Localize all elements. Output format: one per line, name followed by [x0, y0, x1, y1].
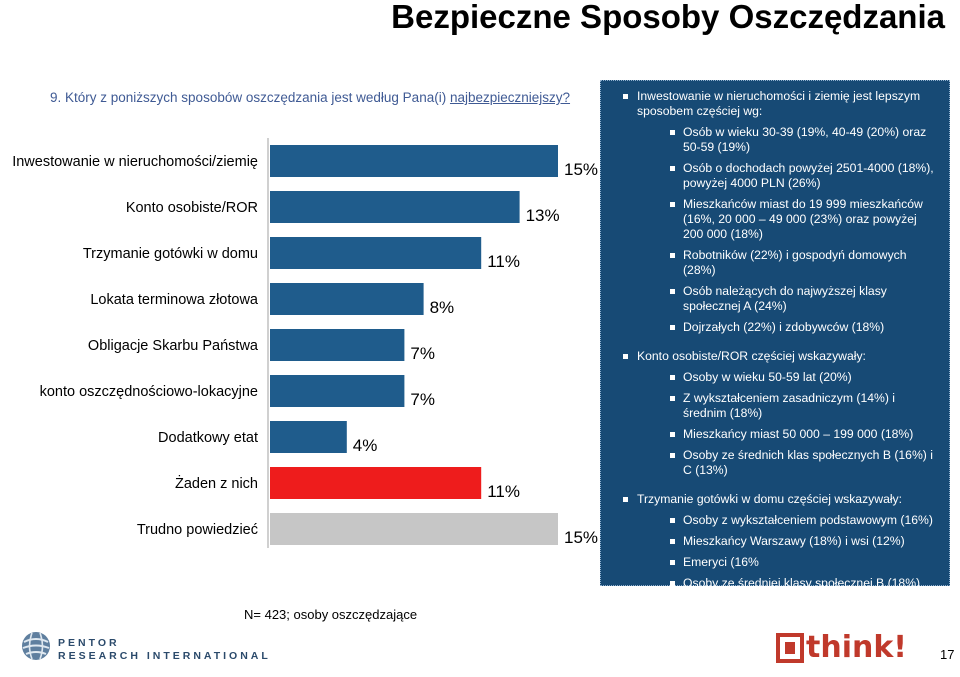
- category-label: Inwestowanie w nieruchomości/ziemię: [12, 154, 258, 170]
- value-label: 7%: [410, 390, 435, 409]
- think-logo: think!: [776, 630, 907, 668]
- page-title: Bezpieczne Sposoby Oszczędzania: [391, 0, 945, 35]
- bar: [270, 145, 558, 177]
- finding-item: Dojrzałych (22%) i zdobywców (18%): [613, 320, 939, 335]
- finding-item: Emeryci (16%: [613, 555, 939, 570]
- findings-panel: Inwestowanie w nieruchomości i ziemię je…: [600, 80, 950, 611]
- bar: [270, 513, 558, 545]
- category-label: Dodatkowy etat: [158, 430, 258, 446]
- pentor-logo: PENTOR RESEARCH INTERNATIONAL: [20, 630, 268, 667]
- finding-item: Mieszkańców miast do 19 999 mieszkańców …: [613, 197, 939, 242]
- bar: [270, 237, 482, 269]
- value-label: 4%: [353, 436, 378, 455]
- finding-item: Mieszkańcy Warszawy (18%) i wsi (12%): [613, 534, 939, 549]
- category-label: Trudno powiedzieć: [137, 522, 258, 538]
- value-label: 7%: [410, 344, 435, 363]
- value-label: 15%: [564, 160, 598, 179]
- finding-item: Wszystkie segmenty poza dojrzałymi (3%): [613, 597, 939, 612]
- sample-size-note: N= 423; osoby oszczędzające: [244, 607, 418, 622]
- question-keyword: najbezpieczniejszy?: [449, 90, 571, 105]
- finding-item: Osoby ze średniej klasy społecznej B (18…: [613, 576, 939, 591]
- value-label: 11%: [487, 482, 520, 501]
- bar: [270, 191, 520, 223]
- category-label: Żaden z nich: [175, 474, 258, 492]
- finding-item: Osoby w wieku 50-59 lat (20%): [613, 370, 939, 385]
- survey-question: 9. Który z poniższych sposobów oszczędza…: [50, 90, 570, 105]
- category-label: Obligacje Skarbu Państwa: [88, 338, 259, 354]
- category-label: Trzymanie gotówki w domu: [83, 246, 258, 262]
- findings-list: Inwestowanie w nieruchomości i ziemię je…: [613, 89, 939, 612]
- finding-item: Osoby ze średnich klas społecznych B (16…: [613, 448, 939, 478]
- question-text: 9. Który z poniższych sposobów oszczędza…: [50, 90, 450, 105]
- finding-heading: Trzymanie gotówki w domu częściej wskazy…: [613, 492, 939, 507]
- bar: [270, 375, 405, 407]
- category-label: Konto osobiste/ROR: [126, 200, 258, 216]
- finding-item: Osoby z wykształceniem podstawowym (16%): [613, 513, 939, 528]
- finding-item: Osób o dochodach powyżej 2501-4000 (18%)…: [613, 161, 939, 191]
- think-wordmark: think!: [806, 630, 907, 665]
- finding-item: Osób w wieku 30-39 (19%, 40-49 (20%) ora…: [613, 125, 939, 155]
- category-label: konto oszczędnościowo-lokacyjne: [40, 384, 258, 400]
- finding-item: Mieszkańcy miast 50 000 – 199 000 (18%): [613, 427, 939, 442]
- category-label: Lokata terminowa złotowa: [90, 292, 259, 308]
- finding-item: Osób należących do najwyższej klasy społ…: [613, 284, 939, 314]
- bar: [270, 467, 482, 499]
- bar: [270, 421, 347, 453]
- pentor-wordmark: PENTOR RESEARCH INTERNATIONAL: [58, 637, 271, 663]
- globe-icon: [22, 632, 50, 660]
- pentor-line-2: RESEARCH INTERNATIONAL: [58, 650, 271, 662]
- value-label: 15%: [564, 528, 598, 547]
- bar: [270, 329, 405, 361]
- think-mark-icon: [776, 633, 804, 663]
- pentor-line-1: PENTOR: [58, 637, 120, 649]
- page-number: 17: [940, 647, 955, 662]
- value-label: 8%: [430, 298, 455, 317]
- finding-heading: Konto osobiste/ROR częściej wskazywały:: [613, 349, 939, 364]
- finding-item: Robotników (22%) i gospodyń domowych (28…: [613, 248, 939, 278]
- value-label: 11%: [487, 252, 520, 271]
- bar: [270, 283, 424, 315]
- finding-item: Z wykształceniem zasadniczym (14%) i śre…: [613, 391, 939, 421]
- finding-heading: Inwestowanie w nieruchomości i ziemię je…: [613, 89, 939, 119]
- value-label: 13%: [526, 206, 560, 225]
- bar-chart: Inwestowanie w nieruchomości/ziemię 15% Ko…: [12, 138, 598, 548]
